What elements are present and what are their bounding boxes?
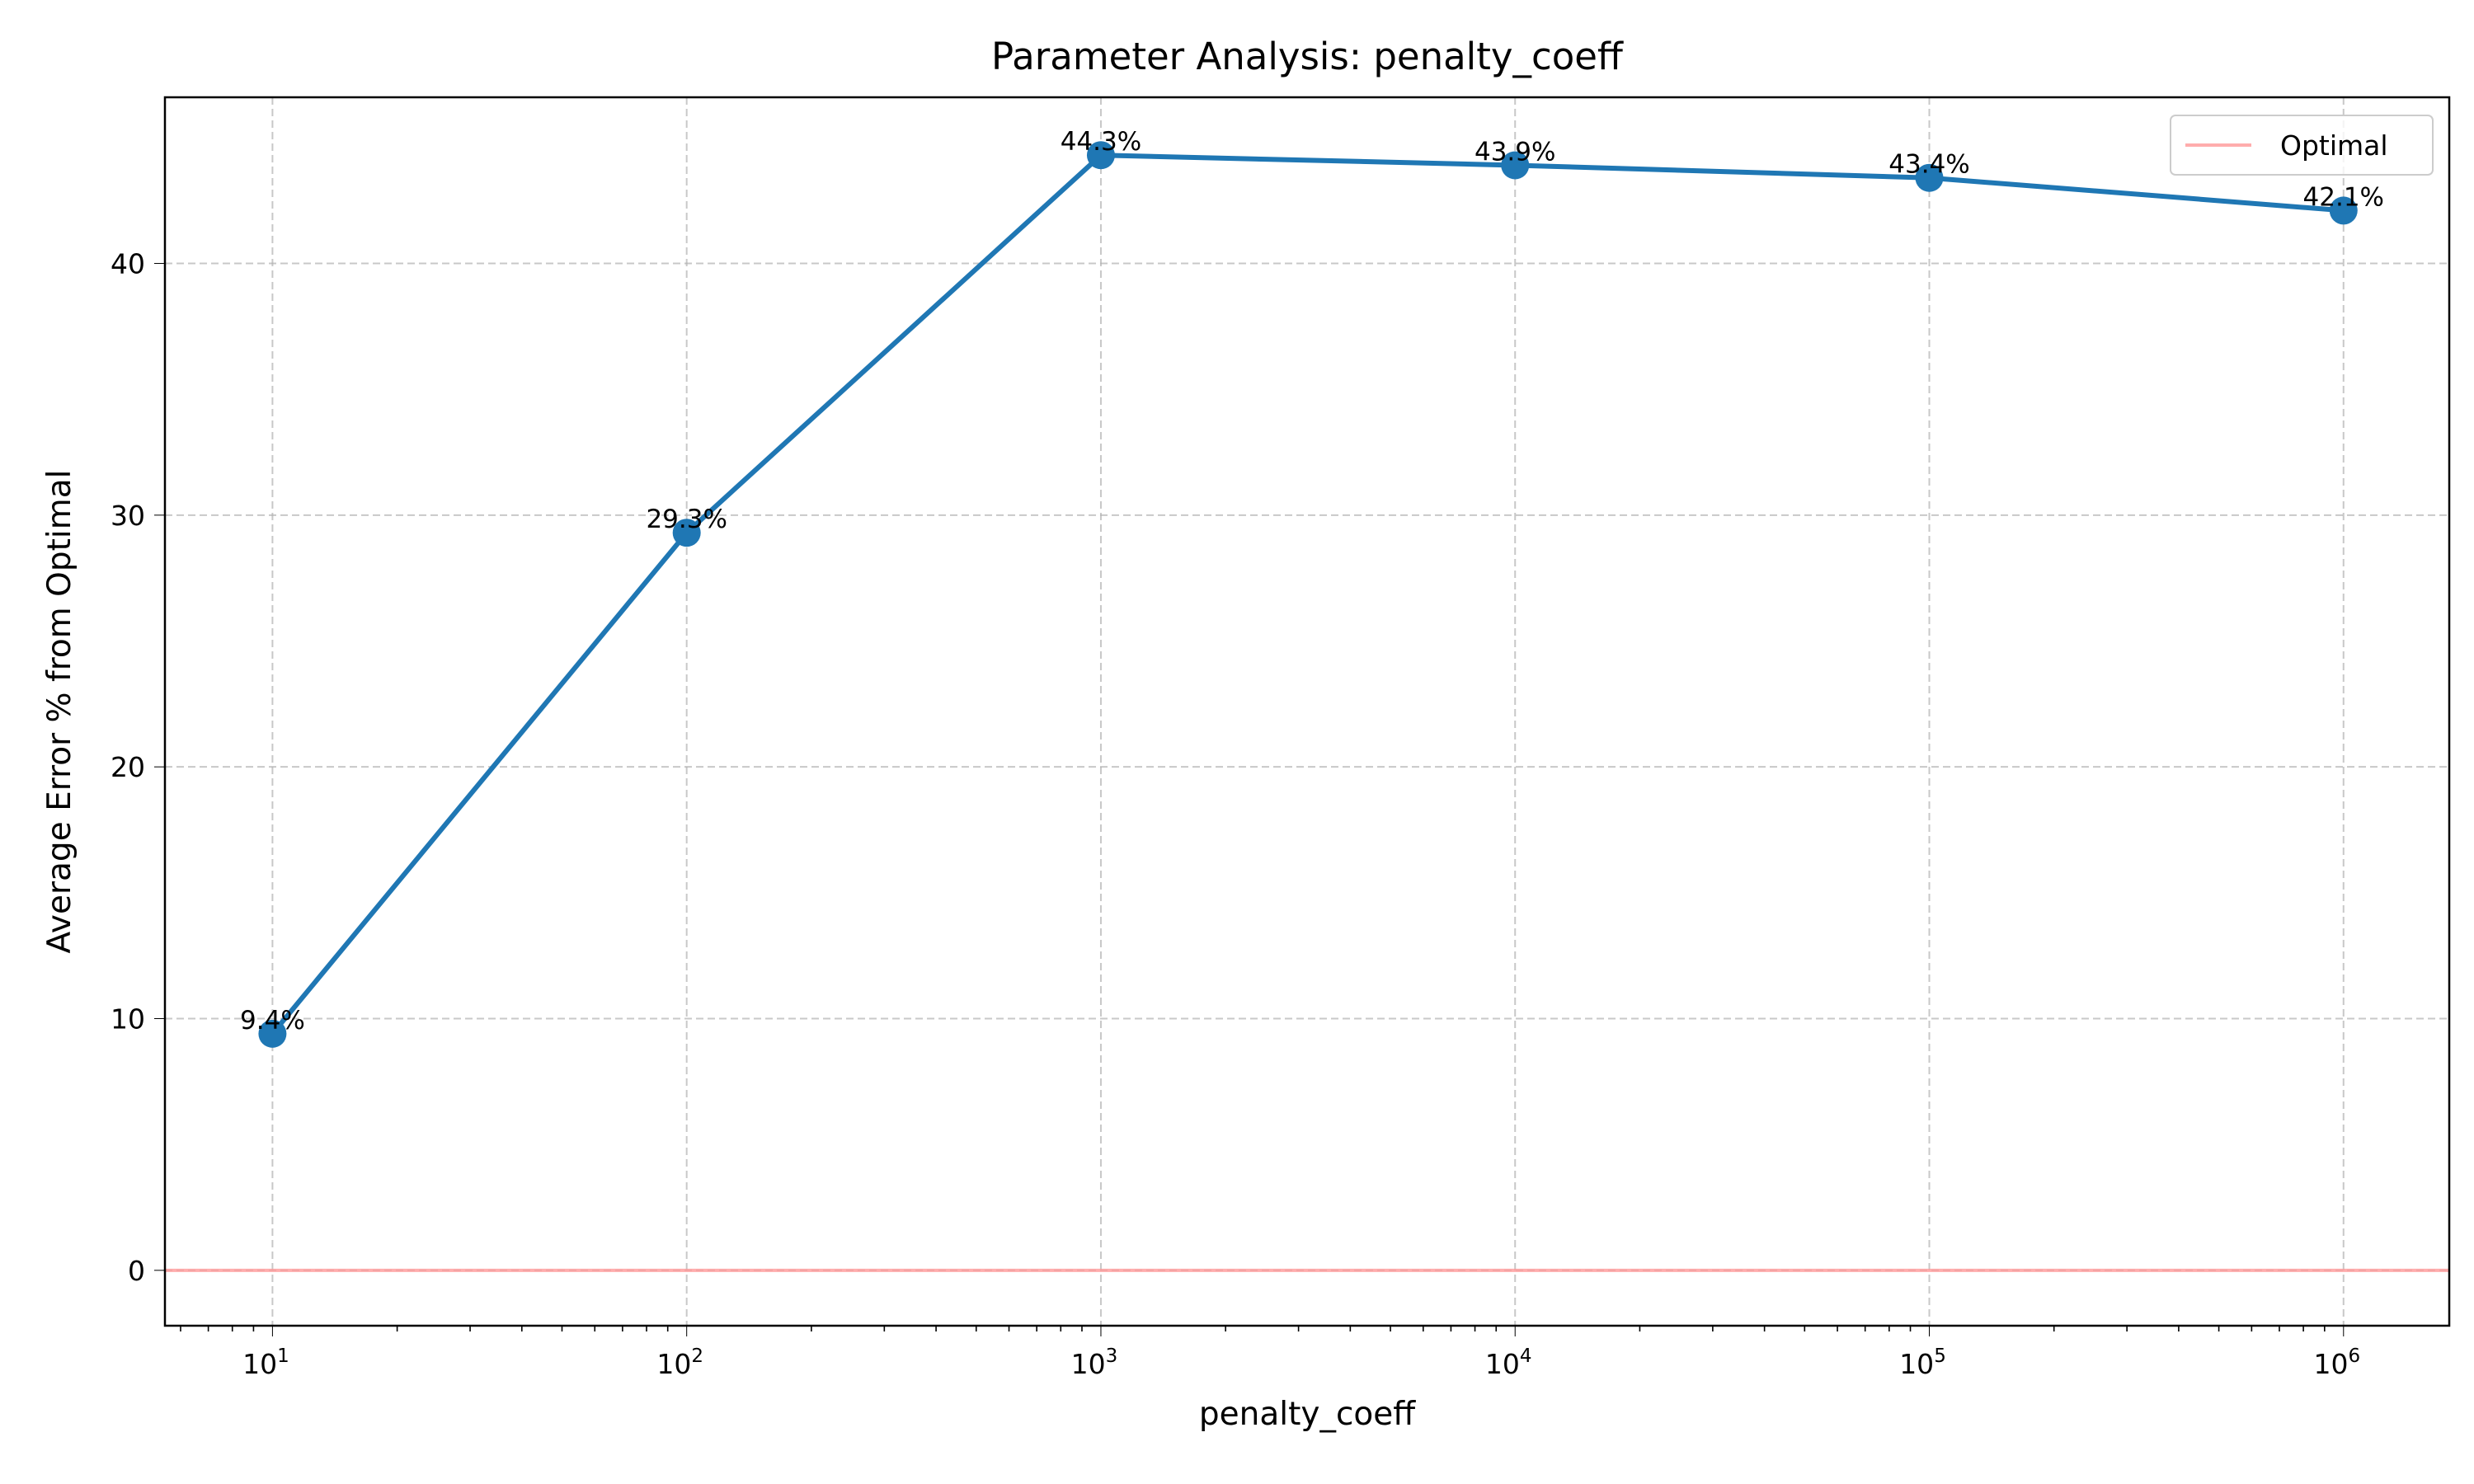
- y-tick-label: 20: [111, 751, 145, 783]
- data-point-marker: [258, 1019, 287, 1048]
- data-point-marker: [672, 519, 701, 547]
- x-tick-label-base: 10: [1071, 1348, 1106, 1380]
- x-tick-label: 101: [242, 1345, 289, 1380]
- data-point-marker: [1501, 151, 1530, 180]
- x-tick-label-exponent: 2: [691, 1345, 703, 1367]
- series-line: [270, 153, 2345, 1036]
- data-point-marker: [2329, 196, 2358, 225]
- plot-frame: [163, 96, 2451, 1327]
- x-tick-label: 102: [656, 1345, 703, 1380]
- grid: [165, 97, 2449, 1326]
- y-tick-label: 0: [128, 1255, 145, 1287]
- x-tick-label-base: 10: [1899, 1348, 1934, 1380]
- data-label: 43.9%: [1475, 137, 1555, 167]
- x-tick-label: 103: [1071, 1345, 1118, 1380]
- x-tick-label-base: 10: [242, 1348, 277, 1380]
- x-tick-label-exponent: 6: [2348, 1345, 2360, 1367]
- y-tick-label: 10: [111, 1003, 145, 1036]
- x-tick-label: 104: [1485, 1345, 1532, 1380]
- x-tick-label-base: 10: [2313, 1348, 2348, 1380]
- y-axis-label: Average Error % from Optimal: [41, 470, 78, 954]
- x-tick-label-exponent: 1: [277, 1345, 289, 1367]
- chart-title: Parameter Analysis: penalty_coeff: [991, 35, 1624, 78]
- x-axis-label: penalty_coeff: [1199, 1396, 1416, 1433]
- series-layer: 9.4% 29.3% 44.3% 43.9% 43.4% 42.1%: [240, 127, 2384, 1048]
- x-tick-label-base: 10: [656, 1348, 691, 1380]
- y-tick-label: 40: [111, 248, 145, 280]
- x-tick-label-exponent: 5: [1934, 1345, 1946, 1367]
- x-tick-label-exponent: 3: [1106, 1345, 1118, 1367]
- data-point-marker: [1915, 163, 1944, 192]
- legend-box: [2170, 115, 2434, 176]
- data-point-marker: [1086, 141, 1115, 170]
- legend-label-optimal: Optimal: [2280, 129, 2388, 162]
- data-label: 44.3%: [1061, 127, 1141, 157]
- data-label: 29.3%: [646, 505, 727, 534]
- x-tick-label: 106: [2313, 1345, 2360, 1380]
- data-label: 42.1%: [2303, 182, 2384, 212]
- x-tick-label-exponent: 4: [1520, 1345, 1532, 1367]
- legend: Optimal: [2170, 115, 2434, 176]
- data-label: 9.4%: [240, 1006, 305, 1036]
- x-tick-label-base: 10: [1485, 1348, 1520, 1380]
- y-tick-label: 30: [111, 500, 145, 532]
- x-tick-label: 105: [1899, 1345, 1946, 1380]
- data-label: 43.4%: [1888, 150, 1969, 180]
